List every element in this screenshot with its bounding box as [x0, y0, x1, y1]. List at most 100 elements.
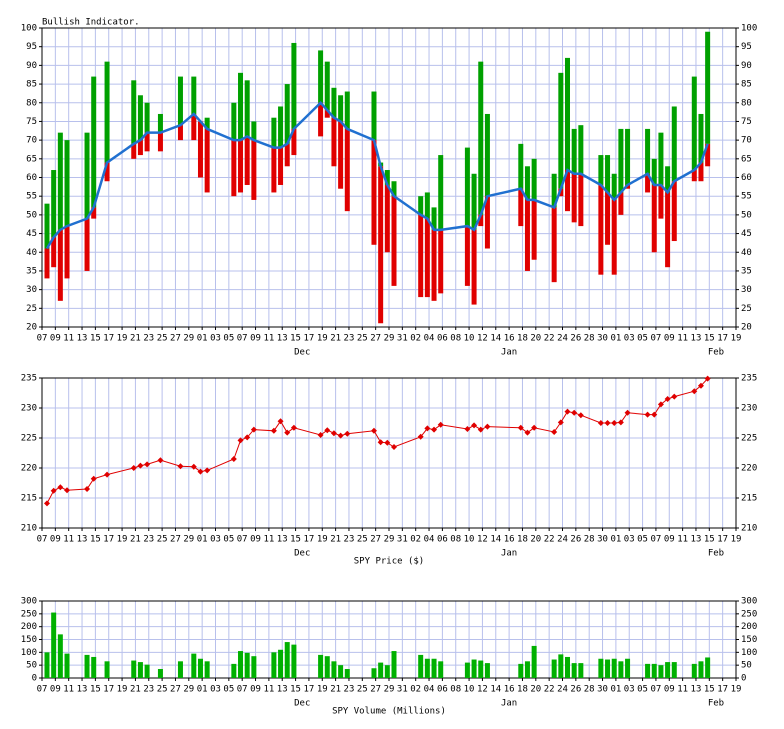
bar-lower	[578, 173, 584, 227]
bar-lower	[531, 199, 537, 260]
price-marker	[377, 439, 384, 446]
x-tick-label: 17	[103, 535, 114, 545]
x-tick-label: 11	[263, 535, 274, 545]
volume-bar	[651, 663, 657, 678]
volume-bar	[324, 656, 330, 678]
volume-bar	[378, 662, 384, 678]
price-marker	[144, 461, 151, 468]
y-tick-label: 250	[741, 609, 757, 619]
x-tick-label: 12	[477, 685, 488, 695]
x-tick-label: 05	[637, 334, 648, 344]
price-marker	[384, 439, 391, 446]
x-tick-label: 09	[50, 685, 61, 695]
price-marker	[90, 475, 97, 482]
bar-lower	[378, 166, 384, 324]
bar-lower	[691, 170, 697, 182]
price-marker	[471, 422, 478, 429]
price-marker	[284, 429, 291, 436]
x-tick-label: 23	[344, 685, 355, 695]
y-tick-label: 200	[21, 622, 37, 632]
x-tick-label: 07	[651, 334, 662, 344]
y-tick-label: 75	[26, 117, 37, 127]
x-tick-label: 17	[304, 334, 315, 344]
x-tick-label: 18	[517, 535, 528, 545]
bar-upper	[137, 95, 143, 141]
x-tick-label: 22	[544, 535, 555, 545]
x-tick-label: 29	[384, 535, 395, 545]
x-tick-label: 30	[597, 334, 608, 344]
bar-lower	[157, 132, 163, 152]
y-tick-label: 40	[26, 248, 37, 258]
bar-upper	[464, 147, 470, 227]
bar-lower	[44, 248, 50, 279]
x-tick-label: 07	[237, 334, 248, 344]
bar-lower	[191, 113, 197, 141]
bar-upper	[57, 132, 63, 230]
x-tick-label: 09	[50, 535, 61, 545]
volume-bar	[284, 642, 290, 678]
x-tick-label: 27	[370, 334, 381, 344]
bar-lower	[284, 143, 290, 167]
bar-upper	[191, 76, 197, 114]
bar-lower	[605, 192, 611, 245]
price-marker	[437, 421, 444, 428]
x-tick-label: 03	[210, 685, 221, 695]
bar-upper	[144, 102, 150, 133]
bar-upper	[484, 113, 490, 197]
x-tick-label: 29	[384, 685, 395, 695]
x-tick-label: 11	[677, 334, 688, 344]
x-tick-label: 24	[557, 685, 568, 695]
bar-upper	[324, 61, 330, 111]
x-tick-label: 21	[330, 535, 341, 545]
bar-lower	[705, 143, 711, 167]
x-tick-label: 24	[557, 334, 568, 344]
price-marker	[157, 457, 164, 464]
volume-bar	[191, 653, 197, 678]
price-marker	[290, 424, 297, 431]
x-tick-label: 15	[704, 334, 715, 344]
y-tick-label: 30	[26, 285, 37, 295]
bar-lower	[698, 162, 704, 182]
x-tick-label: 15	[90, 685, 101, 695]
x-tick-label: 12	[477, 334, 488, 344]
bar-lower	[551, 207, 557, 283]
price-marker	[577, 412, 584, 419]
bar-upper	[558, 72, 564, 189]
x-tick-label: 04	[424, 685, 435, 695]
y-tick-label: 50	[26, 661, 37, 671]
x-tick-label: 23	[143, 685, 154, 695]
volume-bar	[598, 658, 604, 678]
y-tick-label: 95	[741, 42, 752, 52]
x-tick-label: 13	[277, 685, 288, 695]
x-tick-label: 15	[290, 535, 301, 545]
volume-bar	[518, 663, 524, 678]
x-tick-label: 22	[544, 685, 555, 695]
x-tick-label: 17	[103, 334, 114, 344]
bar-lower	[64, 226, 70, 279]
x-tick-label: 09	[250, 535, 261, 545]
y-tick-label: 45	[26, 229, 37, 239]
x-tick-label: 19	[117, 685, 128, 695]
volume-bar	[484, 663, 490, 678]
price-marker	[417, 433, 424, 440]
x-tick-label: 19	[317, 685, 328, 695]
x-tick-label: 04	[424, 334, 435, 344]
price-marker	[370, 427, 377, 434]
price-marker	[624, 409, 631, 416]
bar-upper	[625, 128, 631, 185]
x-tick-label: 27	[370, 535, 381, 545]
x-tick-label: 02	[410, 334, 421, 344]
price-marker	[190, 463, 197, 470]
volume-bar	[424, 658, 430, 678]
price-marker	[551, 429, 558, 435]
bar-lower	[571, 173, 577, 223]
y-tick-label: 25	[741, 304, 752, 314]
y-tick-label: 230	[21, 404, 37, 414]
bar-upper	[431, 207, 437, 230]
x-tick-label: 20	[530, 535, 541, 545]
bar-lower	[137, 140, 143, 156]
bar-upper	[244, 80, 250, 137]
y-tick-label: 50	[741, 210, 752, 220]
price-marker	[524, 429, 531, 436]
y-tick-label: 100	[741, 648, 757, 658]
